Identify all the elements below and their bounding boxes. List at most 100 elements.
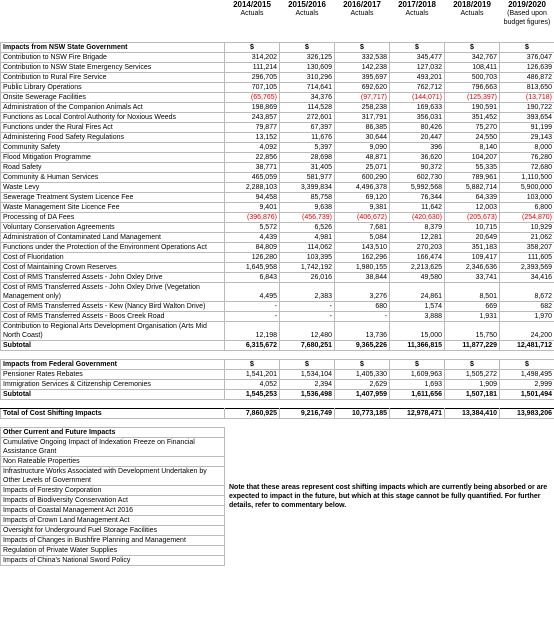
item-value: (205,673) <box>444 212 500 223</box>
year-header: 2019/2020 <box>508 0 546 9</box>
item-value: 24,861 <box>389 282 445 302</box>
item-value: 34,416 <box>499 272 554 283</box>
item-value: 2,629 <box>334 379 390 390</box>
item-value: 9,090 <box>334 142 390 153</box>
section-title: Other Current and Future Impacts <box>0 427 225 438</box>
item-label: Immigration Services & Citizenship Cerem… <box>0 379 225 390</box>
item-label: Contribution to Rural Fire Service <box>0 72 225 83</box>
unit-label: $ <box>499 359 554 370</box>
basis-header: Actuals <box>295 10 319 17</box>
item-value: (254,870) <box>499 212 554 223</box>
item-value: 85,758 <box>279 192 335 203</box>
item-label: Contribution to NSW State Emergency Serv… <box>0 62 225 73</box>
item-value: 2,346,636 <box>444 262 500 273</box>
item-label: Waste Management Site Licence Fee <box>0 202 225 213</box>
table-row: Cost of Maintaining Crown Reserves 1,645,… <box>0 262 554 273</box>
subtotal-value: 1,611,656 <box>389 389 445 400</box>
subtotal-label: Subtotal <box>0 340 225 351</box>
item-value: 465,059 <box>224 172 280 183</box>
item-value: 67,397 <box>279 122 335 133</box>
table-row: Community Safety 4,092 5,397 9,090 396 8,140 8… <box>0 142 554 153</box>
item-value: 1,498,495 <box>499 369 554 380</box>
item-value: 796,663 <box>444 82 500 93</box>
item-value: 8,379 <box>389 222 445 233</box>
item-value: (13,718) <box>499 92 554 103</box>
item-value: 69,120 <box>334 192 390 203</box>
item-value: 80,426 <box>389 122 445 133</box>
basis-header: Actuals <box>350 10 374 17</box>
item-value: 126,639 <box>499 62 554 73</box>
table-row: Impacts from Federal Government $ $ $ $ $ $ <box>0 359 554 370</box>
table-row: Pensioner Rates Rebates 1,541,201 1,534,10… <box>0 369 554 380</box>
item-value: 166,474 <box>389 252 445 263</box>
item-value: 103,395 <box>279 252 335 263</box>
unit-label: $ <box>389 359 445 370</box>
table-row: Contribution to Rural Fire Service 296,70… <box>0 72 554 83</box>
item-value: 270,203 <box>389 242 445 253</box>
item-value: 317,791 <box>334 112 390 123</box>
item-label: Administration of Contaminated Land Mana… <box>0 232 225 243</box>
item-value: 682 <box>499 301 554 312</box>
item-value: (396,876) <box>224 212 280 223</box>
other-item: Impacts of Changes in Bushfire Planning … <box>0 535 225 546</box>
item-value: 1,609,963 <box>389 369 445 380</box>
item-value: 356,031 <box>389 112 445 123</box>
item-value: 5,572 <box>224 222 280 233</box>
item-label: Functions as Local Control Authority for… <box>0 112 225 123</box>
item-value: 1,110,500 <box>499 172 554 183</box>
table-row: Community & Human Services 465,059 581,977… <box>0 172 554 183</box>
subtotal-value: 11,366,815 <box>389 340 445 351</box>
item-value: 114,528 <box>279 102 335 113</box>
table-row: Impacts of China's National Sword Policy <box>0 555 554 566</box>
item-value: 36,620 <box>389 152 445 163</box>
item-value: 2,393,569 <box>499 262 554 273</box>
item-value: (97,717) <box>334 92 390 103</box>
table-row <box>1 419 554 428</box>
item-value: 28,698 <box>279 152 335 163</box>
item-label: Cost of RMS Transferred Assets - Kew (Na… <box>0 301 225 312</box>
other-item: Impacts of Biodiversity Conservation Act <box>0 495 225 506</box>
item-value: 8,501 <box>444 282 500 302</box>
year-header: 2017/2018 <box>398 0 436 9</box>
unit-label: $ <box>444 359 500 370</box>
item-value: 5,397 <box>279 142 335 153</box>
item-value: 9,638 <box>279 202 335 213</box>
item-label: Voluntary Conservation Agreements <box>0 222 225 233</box>
item-value: 24,550 <box>444 132 500 143</box>
subtotal-value: 1,536,498 <box>279 389 335 400</box>
item-value: 6,843 <box>224 272 280 283</box>
item-label: Cost of Fluoridation <box>0 252 225 263</box>
item-value: 9,381 <box>334 202 390 213</box>
item-value: 111,214 <box>224 62 280 73</box>
item-value: 351,183 <box>444 242 500 253</box>
total-value: 13,983,206 <box>499 408 554 419</box>
table-row: Cost of RMS Transferred Assets - John Ox… <box>0 272 554 283</box>
table-row: Subtotal 1,545,253 1,536,498 1,407,959 1,611… <box>0 389 554 400</box>
item-value: 169,633 <box>389 102 445 113</box>
other-item: Impacts of Crown Land Management Act <box>0 515 225 526</box>
item-value: 20,649 <box>444 232 500 243</box>
other-item: Infrastructure Works Associated with Dev… <box>0 466 225 486</box>
item-value: 162,296 <box>334 252 390 263</box>
table-row: Cost of RMS Transferred Assets - John Ox… <box>0 282 554 302</box>
item-label: Cost of Maintaining Crown Reserves <box>0 262 225 273</box>
item-value: 11,642 <box>389 202 445 213</box>
total-value: 13,384,410 <box>444 408 500 419</box>
subtotal-value: 7,680,251 <box>279 340 335 351</box>
other-item: Regulation of Private Water Supplies <box>0 545 225 556</box>
item-label: Road Safety <box>0 162 225 173</box>
subtotal-value: 11,877,229 <box>444 340 500 351</box>
total-label: Total of Cost Shifting Impacts <box>0 408 225 419</box>
item-value: - <box>279 301 335 312</box>
table-row: Contribution to NSW State Emergency Serv… <box>0 62 554 73</box>
other-item: Cumulative Ongoing Impact of Indexation … <box>0 437 225 457</box>
unit-label: $ <box>224 359 280 370</box>
item-value: 72,680 <box>499 162 554 173</box>
item-value: 1,405,330 <box>334 369 390 380</box>
item-value: 12,198 <box>224 321 280 341</box>
item-value: 29,143 <box>499 132 554 143</box>
item-label: Administration of the Companion Animals … <box>0 102 225 113</box>
item-value: 55,335 <box>444 162 500 173</box>
item-label: Cost of RMS Transferred Assets - John Ox… <box>0 272 225 283</box>
